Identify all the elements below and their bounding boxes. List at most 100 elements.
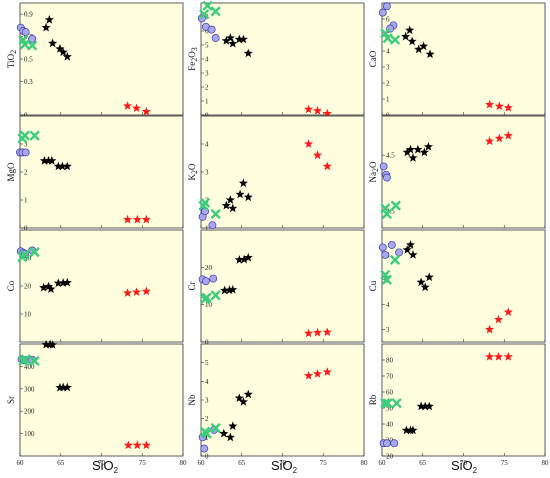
point-cross: [29, 247, 40, 258]
point-star: [55, 44, 65, 53]
x-tick-label: 70: [279, 459, 287, 467]
point-star: [221, 36, 231, 45]
point-star: [228, 421, 238, 431]
y-tick-label: 2: [386, 80, 390, 88]
y-tick-label: 0: [24, 225, 28, 233]
point-circle: [208, 221, 217, 230]
y-tick-label: 4: [205, 56, 209, 64]
point-star: [220, 285, 230, 295]
y-axis-label: Sr: [6, 396, 16, 404]
point-star: [235, 189, 245, 199]
y-tick-label: 3: [205, 397, 209, 405]
point-star: [131, 287, 142, 297]
y-tick-label: 6: [386, 16, 390, 24]
point-cross: [389, 34, 401, 45]
point-circle: [382, 2, 391, 11]
y-axis-label: K2O: [187, 163, 199, 181]
point-star: [424, 401, 434, 411]
plot-area: [200, 229, 365, 343]
point-circle: [201, 277, 210, 286]
x-tick-label: 80: [180, 459, 188, 467]
y-tick-label: 6: [205, 28, 209, 36]
point-circle: [379, 162, 388, 171]
point-star: [425, 49, 435, 59]
y-tick-label: 3: [205, 70, 209, 78]
point-star: [225, 33, 235, 42]
x-tick-label: 80: [361, 459, 369, 467]
y-tick-label: 40: [386, 421, 394, 429]
point-star: [224, 285, 235, 294]
point-star: [322, 367, 332, 376]
x-tick-label: 60: [198, 459, 206, 467]
point-cross: [210, 208, 221, 220]
plot-area: [19, 2, 184, 116]
y-axis-label: Cu: [368, 280, 378, 291]
x-axis-label-col2: SiO2: [271, 458, 298, 475]
point-star: [41, 22, 51, 32]
y-tick-label: 300: [24, 385, 35, 393]
point-star: [46, 284, 56, 293]
panel-tio2: 0 0.3 0.5 0.7 0.9 TiO2: [6, 2, 184, 120]
point-cross: [202, 0, 213, 11]
point-cross: [19, 130, 30, 141]
point-cross: [201, 292, 212, 303]
point-star: [304, 328, 314, 338]
x-tick-label: 65: [419, 459, 427, 467]
point-cross: [381, 274, 392, 285]
point-cross: [210, 6, 221, 17]
point-circle: [28, 34, 37, 43]
point-star: [238, 34, 248, 44]
point-star: [503, 130, 513, 140]
point-star: [503, 352, 513, 361]
y-tick-label: 3: [386, 326, 390, 334]
y-tick-label: 4: [386, 301, 390, 309]
y-tick-label: 200: [24, 408, 35, 416]
y-tick-label: 4: [205, 141, 209, 149]
point-cross: [201, 428, 212, 439]
point-star: [423, 142, 434, 151]
point-star: [401, 425, 412, 435]
y-tick-label: 0: [24, 112, 28, 120]
point-star: [62, 161, 72, 171]
point-star: [225, 432, 235, 442]
y-tick-label: 0.9: [24, 11, 33, 19]
x-tick-label: 75: [501, 459, 509, 467]
point-star: [304, 104, 314, 114]
point-circle: [378, 243, 387, 252]
point-star: [402, 245, 412, 254]
y-tick-label: 1: [205, 225, 209, 233]
point-star: [58, 278, 68, 287]
point-star: [407, 36, 417, 46]
y-tick-label: 0.3: [24, 78, 33, 86]
point-cross: [381, 208, 392, 220]
panel-mgo: 0 1 2 3 MgO: [6, 115, 184, 233]
point-cross: [199, 9, 210, 20]
y-tick-label: 400: [24, 363, 35, 371]
point-star: [39, 156, 50, 165]
point-star: [485, 352, 495, 361]
y-tick-label: 4.5: [386, 152, 395, 160]
y-tick-label: 10: [205, 301, 213, 309]
point-cross: [29, 355, 40, 367]
point-cross: [380, 28, 391, 39]
y-tick-label: 50: [386, 405, 394, 413]
point-circle: [382, 439, 391, 448]
y-tick-label: 100: [24, 430, 35, 438]
point-star: [131, 103, 142, 113]
point-circle: [382, 173, 391, 182]
y-tick-label: 2: [205, 84, 209, 92]
point-star: [304, 370, 314, 380]
y-tick-label: 3: [24, 141, 28, 149]
point-star: [312, 327, 323, 337]
point-star: [413, 144, 423, 154]
point-star: [238, 178, 248, 188]
point-star: [228, 38, 238, 48]
plot-area: [200, 2, 365, 116]
point-star: [414, 44, 424, 54]
point-star: [41, 339, 51, 349]
y-tick-label: 0.5: [24, 56, 33, 64]
point-star: [57, 161, 67, 171]
point-star: [322, 327, 332, 337]
